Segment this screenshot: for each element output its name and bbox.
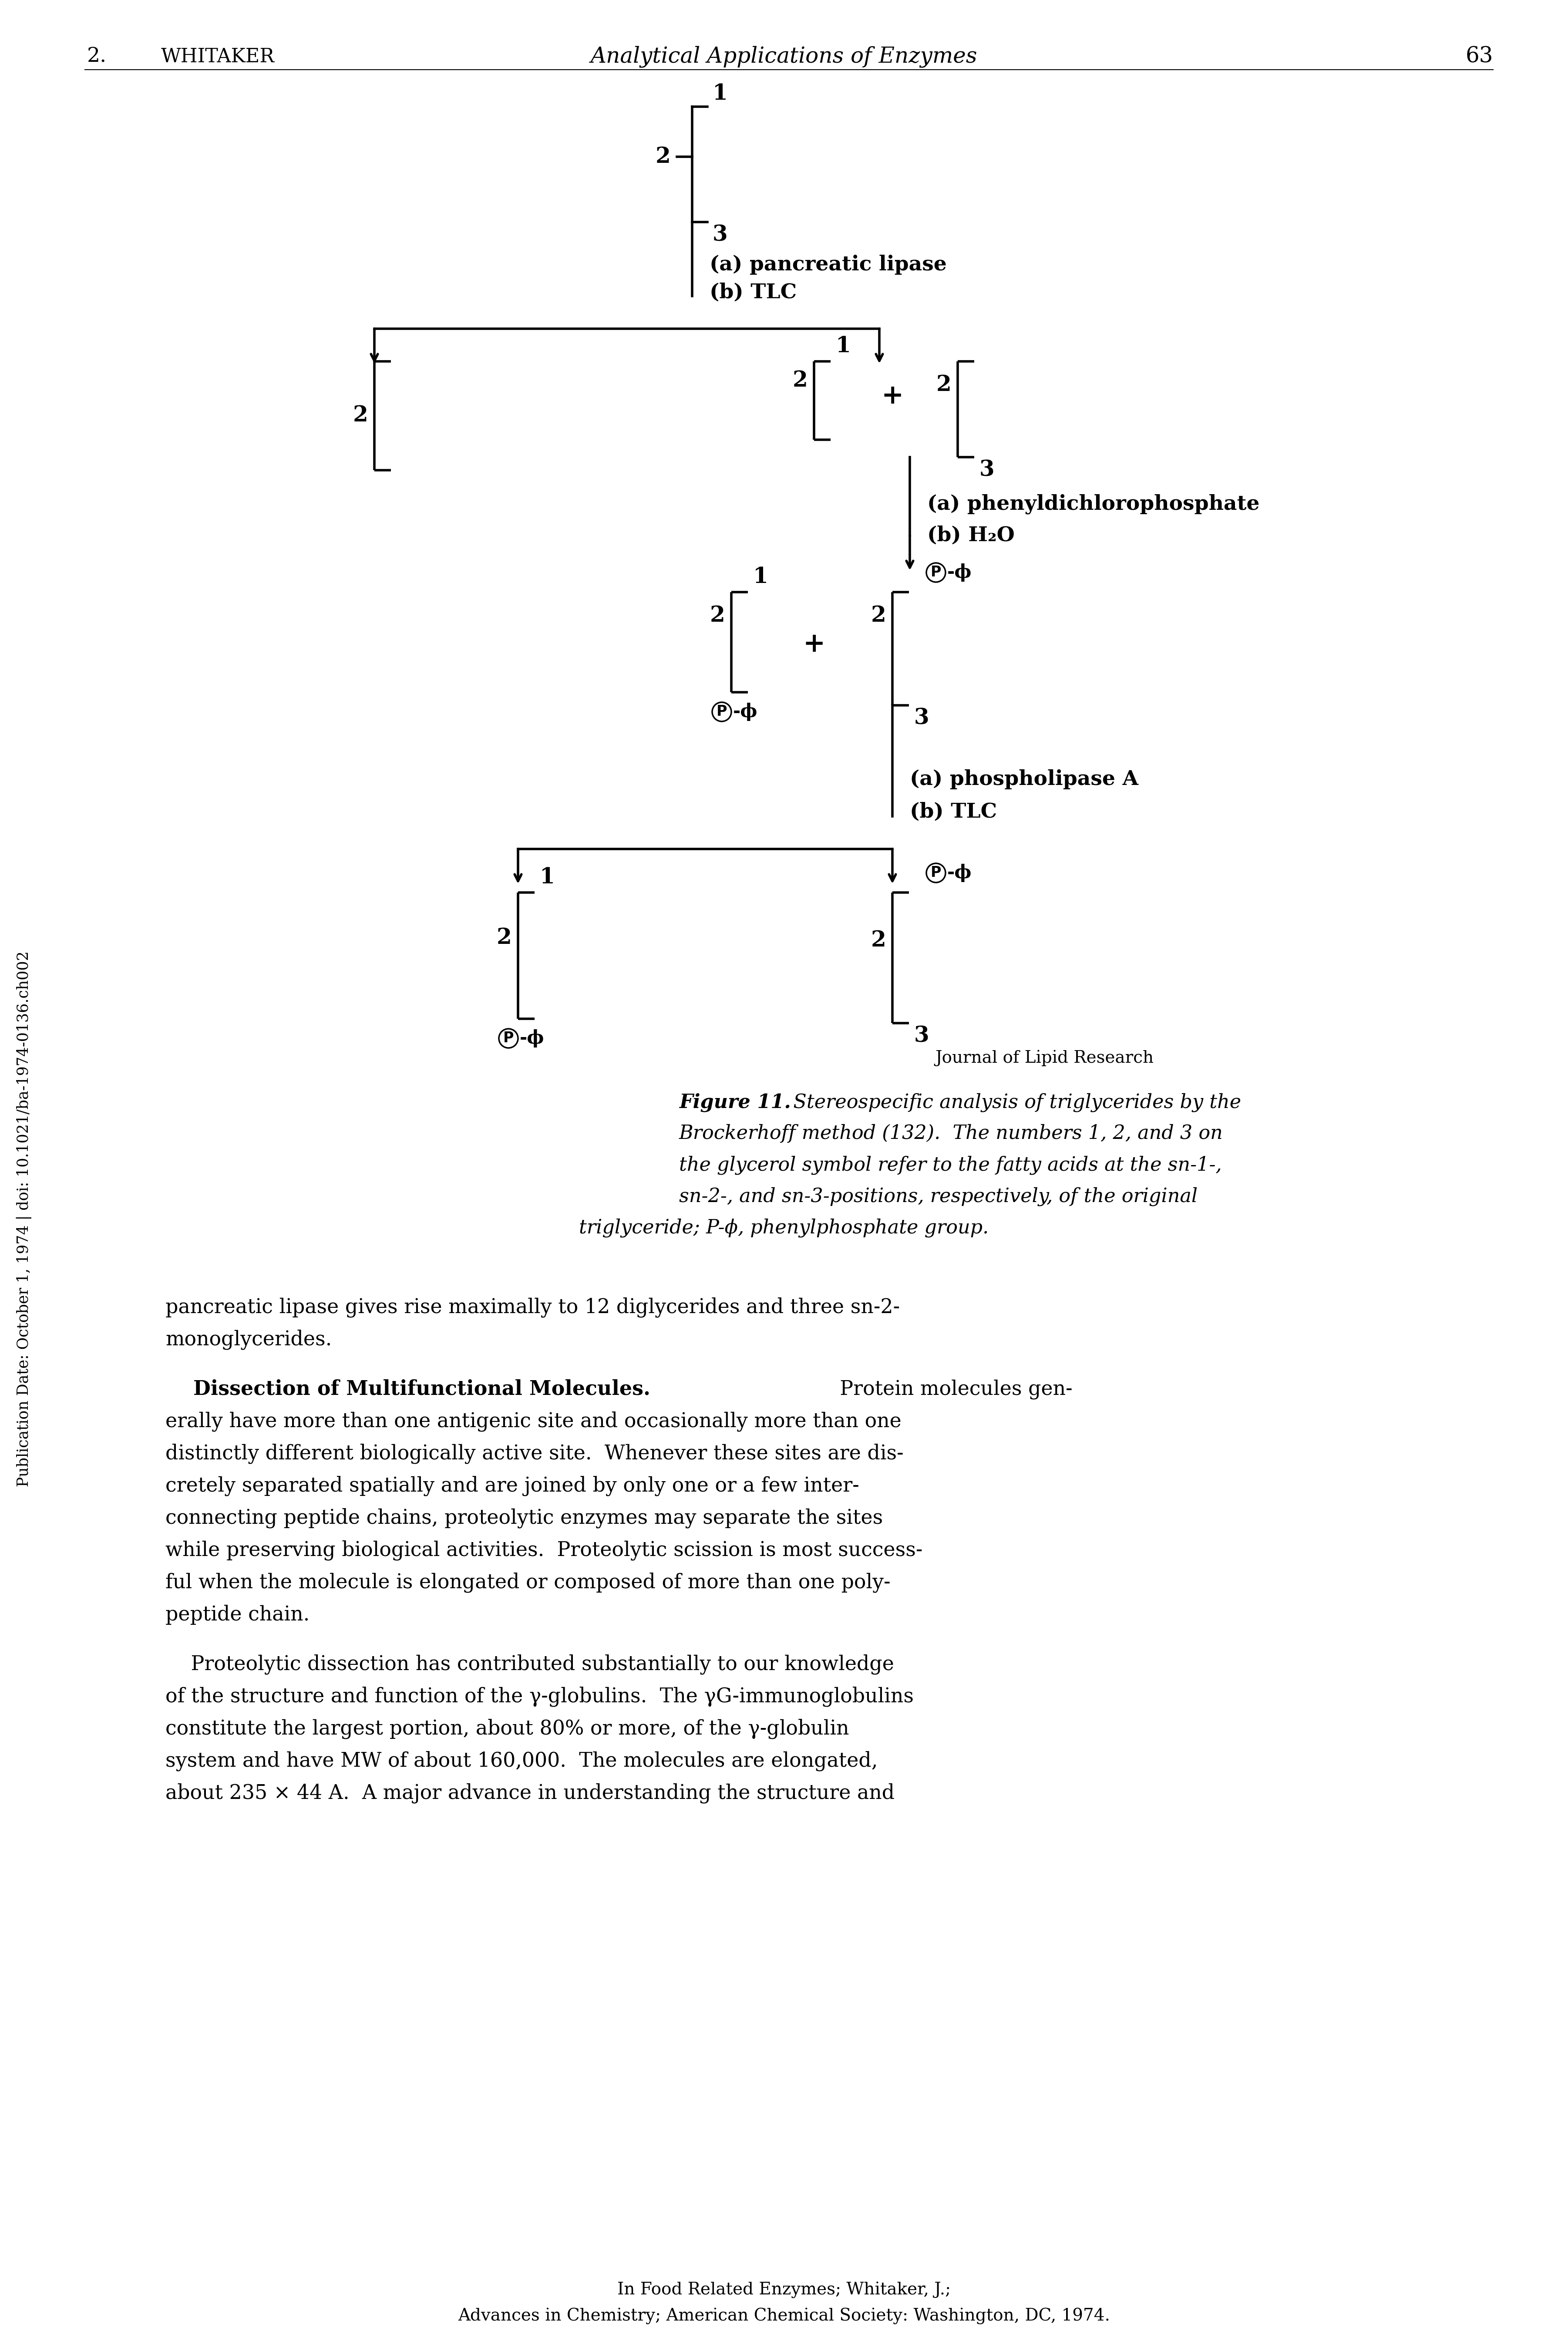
Text: while preserving biological activities.  Proteolytic scission is most success-: while preserving biological activities. …: [165, 1540, 922, 1561]
Text: Protein molecules gen-: Protein molecules gen-: [826, 1380, 1073, 1399]
Text: Analytical Applications of Enzymes: Analytical Applications of Enzymes: [591, 45, 977, 68]
Text: of the structure and function of the γ-globulins.  The γG-immunoglobulins: of the structure and function of the γ-g…: [165, 1686, 914, 1707]
Text: 63: 63: [1466, 45, 1493, 68]
Text: 1: 1: [539, 868, 555, 889]
Text: Advances in Chemistry; American Chemical Society: Washington, DC, 1974.: Advances in Chemistry; American Chemical…: [458, 2309, 1110, 2325]
Text: 3: 3: [914, 708, 930, 729]
Text: P: P: [930, 564, 941, 581]
Text: (b) TLC: (b) TLC: [710, 282, 797, 303]
Text: 1: 1: [712, 82, 728, 103]
Text: Dissection of Multifunctional Molecules.: Dissection of Multifunctional Molecules.: [165, 1380, 651, 1399]
Text: 3: 3: [712, 223, 728, 245]
Text: (b) TLC: (b) TLC: [909, 802, 997, 823]
Text: +: +: [803, 632, 825, 658]
Text: ful when the molecule is elongated or composed of more than one poly-: ful when the molecule is elongated or co…: [165, 1573, 891, 1594]
Text: 2.: 2.: [88, 47, 107, 66]
Text: erally have more than one antigenic site and occasionally more than one: erally have more than one antigenic site…: [165, 1411, 902, 1432]
Text: -ϕ: -ϕ: [519, 1030, 544, 1049]
Text: Brockerhoff method (132).  The numbers 1, 2, and 3 on: Brockerhoff method (132). The numbers 1,…: [679, 1124, 1223, 1143]
Text: peptide chain.: peptide chain.: [165, 1606, 309, 1625]
Text: +: +: [881, 383, 903, 409]
Text: 3: 3: [980, 458, 994, 480]
Text: 2: 2: [792, 369, 808, 390]
Text: 2: 2: [710, 604, 724, 625]
Text: 2: 2: [353, 404, 368, 426]
Text: Stereospecific analysis of triglycerides by the: Stereospecific analysis of triglycerides…: [775, 1093, 1242, 1112]
Text: triglyceride; P-ϕ, phenylphosphate group.: triglyceride; P-ϕ, phenylphosphate group…: [579, 1218, 989, 1237]
Text: P: P: [930, 865, 941, 879]
Text: 2: 2: [497, 929, 511, 950]
Text: Proteolytic dissection has contributed substantially to our knowledge: Proteolytic dissection has contributed s…: [165, 1655, 894, 1674]
Text: system and have MW of about 160,000.  The molecules are elongated,: system and have MW of about 160,000. The…: [165, 1751, 878, 1770]
Text: -ϕ: -ϕ: [947, 863, 972, 882]
Text: connecting peptide chains, proteolytic enzymes may separate the sites: connecting peptide chains, proteolytic e…: [165, 1507, 883, 1528]
Text: -ϕ: -ϕ: [947, 564, 972, 581]
Text: Journal of Lipid Research: Journal of Lipid Research: [935, 1051, 1154, 1065]
Text: 2: 2: [870, 604, 886, 625]
Text: P: P: [503, 1032, 514, 1046]
Text: distinctly different biologically active site.  Whenever these sites are dis-: distinctly different biologically active…: [165, 1444, 903, 1465]
Text: 3: 3: [914, 1025, 930, 1046]
Text: the glycerol symbol refer to the fatty acids at the sn-1-,: the glycerol symbol refer to the fatty a…: [679, 1154, 1221, 1176]
Text: constitute the largest portion, about 80% or more, of the γ-globulin: constitute the largest portion, about 80…: [165, 1719, 850, 1740]
Text: P: P: [717, 705, 728, 719]
Text: Figure 11.: Figure 11.: [679, 1093, 790, 1112]
Text: 2: 2: [655, 146, 671, 167]
Text: WHITAKER: WHITAKER: [162, 47, 274, 66]
Text: (a) pancreatic lipase: (a) pancreatic lipase: [710, 254, 947, 275]
Text: about 235 × 44 A.  A major advance in understanding the structure and: about 235 × 44 A. A major advance in und…: [165, 1784, 895, 1803]
Text: (b) H₂O: (b) H₂O: [927, 527, 1014, 545]
Text: -ϕ: -ϕ: [734, 703, 757, 722]
Text: pancreatic lipase gives rise maximally to 12 diglycerides and three sn-2-: pancreatic lipase gives rise maximally t…: [165, 1298, 900, 1317]
Text: 1: 1: [753, 567, 768, 588]
Text: sn-2-, and sn-3-positions, respectively, of the original: sn-2-, and sn-3-positions, respectively,…: [679, 1187, 1198, 1206]
Text: monoglycerides.: monoglycerides.: [165, 1331, 332, 1349]
Text: Publication Date: October 1, 1974 | doi: 10.1021/ba-1974-0136.ch002: Publication Date: October 1, 1974 | doi:…: [16, 952, 31, 1486]
Text: 1: 1: [836, 336, 851, 357]
Text: (a) phospholipase A: (a) phospholipase A: [909, 769, 1138, 790]
Text: 2: 2: [870, 929, 886, 952]
Text: (a) phenyldichlorophosphate: (a) phenyldichlorophosphate: [927, 494, 1259, 515]
Text: 2: 2: [936, 374, 952, 395]
Text: cretely separated spatially and are joined by only one or a few inter-: cretely separated spatially and are join…: [165, 1476, 859, 1495]
Text: In Food Related Enzymes; Whitaker, J.;: In Food Related Enzymes; Whitaker, J.;: [618, 2283, 950, 2299]
